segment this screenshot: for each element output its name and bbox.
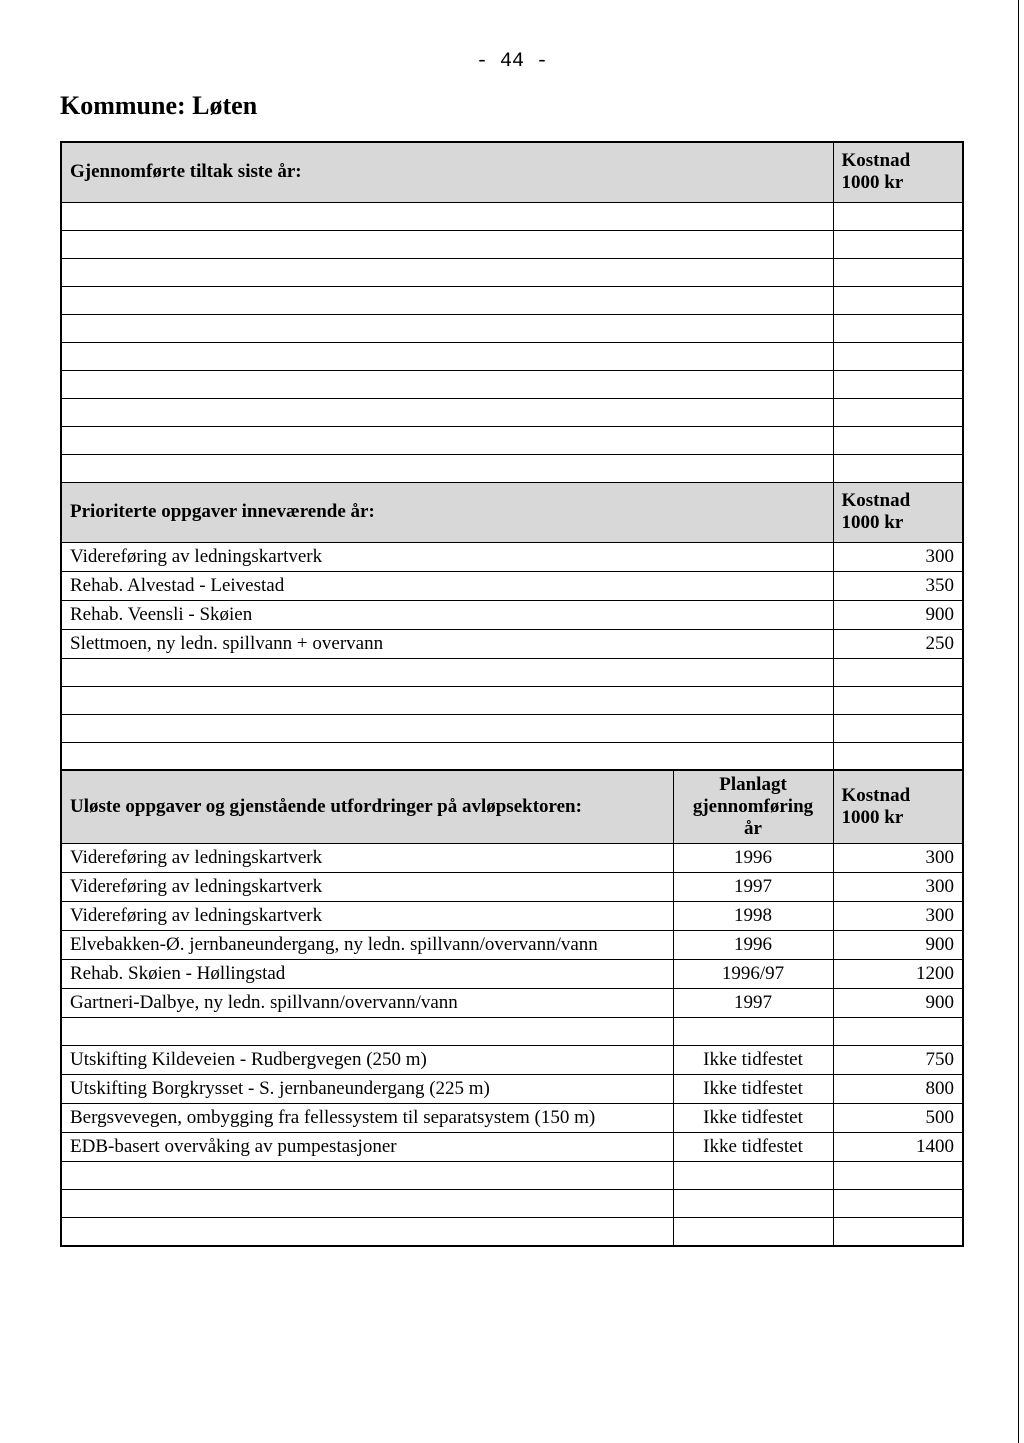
table3-row-label [61,1018,673,1046]
table3-row-label: Videreføring av ledningskartverk [61,844,673,873]
table2-row-label: Rehab. Alvestad - Leivestad [61,571,833,600]
page-right-edge [1018,0,1019,1443]
table-row-empty-cost [833,454,963,482]
table3-row-year: 1997 [673,873,833,902]
table-row-empty [61,658,833,686]
table3-row-cost [833,1018,963,1046]
table-row-empty-cost [833,714,963,742]
page-title: Kommune: Løten [60,91,964,121]
table3-header-year: Planlagt gjennomføring år [673,770,833,844]
table2-row-cost: 900 [833,600,963,629]
table3-row-year: Ikke tidfestet [673,1104,833,1133]
table-row-empty-cost [833,426,963,454]
table-row-empty-cost [833,286,963,314]
table3-row-label: EDB-basert overvåking av pumpestasjoner [61,1133,673,1162]
table-row-empty-cost [833,686,963,714]
table-row-empty-cost [833,1218,963,1246]
page-number: - 44 - [60,50,964,73]
table-row-empty-cost [833,398,963,426]
table3-row-cost: 900 [833,989,963,1018]
table3-row-label: Utskifting Borgkrysset - S. jernbaneunde… [61,1075,673,1104]
table1-header-cost: Kostnad 1000 kr [833,142,963,202]
table-row-empty-cost [833,314,963,342]
table-row-empty [61,454,833,482]
table-row-empty-cost [833,742,963,770]
table2-header-label: Prioriterte oppgaver inneværende år: [61,482,833,542]
table-row-empty [61,370,833,398]
table-row-empty [61,1162,673,1190]
table-row-empty-cost [833,258,963,286]
table-row-empty-year [673,1190,833,1218]
table2-row-label: Rehab. Veensli - Skøien [61,600,833,629]
table-gjennomforte: Gjennomførte tiltak siste år: Kostnad 10… [60,141,964,771]
table3-row-year: Ikke tidfestet [673,1075,833,1104]
table-row-empty [61,398,833,426]
table-row-empty [61,202,833,230]
table-row-empty [61,230,833,258]
table3-header-cost: Kostnad 1000 kr [833,770,963,844]
table3-row-label: Videreføring av ledningskartverk [61,873,673,902]
table3-row-cost: 300 [833,873,963,902]
table-row-empty [61,314,833,342]
table2-row-cost: 250 [833,629,963,658]
table-row-empty [61,1218,673,1246]
table3-row-label: Utskifting Kildeveien - Rudbergvegen (25… [61,1046,673,1075]
table-row-empty [61,714,833,742]
table-row-empty [61,1190,673,1218]
table-row-empty-cost [833,1190,963,1218]
table-row-empty [61,286,833,314]
table3-row-year: 1996/97 [673,960,833,989]
table-row-empty-cost [833,370,963,398]
table3-row-cost: 1200 [833,960,963,989]
table3-row-cost: 500 [833,1104,963,1133]
table3-header-label: Uløste oppgaver og gjenstående utfordrin… [61,770,673,844]
table3-row-cost: 300 [833,902,963,931]
table-row-empty-cost [833,202,963,230]
table3-row-cost: 1400 [833,1133,963,1162]
table-row-empty [61,258,833,286]
table3-row-cost: 900 [833,931,963,960]
table-row-empty-cost [833,1162,963,1190]
table3-row-label: Bergsvevegen, ombygging fra fellessystem… [61,1104,673,1133]
table3-row-label: Videreføring av ledningskartverk [61,902,673,931]
table2-row-label: Videreføring av ledningskartverk [61,542,833,571]
table3-row-cost: 800 [833,1075,963,1104]
table-row-empty-year [673,1162,833,1190]
table-row-empty-cost [833,230,963,258]
table3-row-cost: 300 [833,844,963,873]
table3-row-year: Ikke tidfestet [673,1133,833,1162]
table3-row-year: 1996 [673,931,833,960]
table-row-empty-cost [833,658,963,686]
table3-row-year: 1998 [673,902,833,931]
table-row-empty [61,342,833,370]
table3-row-label: Elvebakken-Ø. jernbaneundergang, ny ledn… [61,931,673,960]
table-uloste: Uløste oppgaver og gjenstående utfordrin… [60,769,964,1247]
table2-row-label: Slettmoen, ny ledn. spillvann + overvann [61,629,833,658]
table3-row-cost: 750 [833,1046,963,1075]
table-row-empty-cost [833,342,963,370]
table-row-empty [61,426,833,454]
table3-row-label: Gartneri-Dalbye, ny ledn. spillvann/over… [61,989,673,1018]
table3-row-year: 1997 [673,989,833,1018]
table2-row-cost: 350 [833,571,963,600]
table-row-empty [61,686,833,714]
table-row-empty [61,742,833,770]
table2-header-cost: Kostnad 1000 kr [833,482,963,542]
table3-row-year: 1996 [673,844,833,873]
table1-header-label: Gjennomførte tiltak siste år: [61,142,833,202]
table3-row-year: Ikke tidfestet [673,1046,833,1075]
table3-row-year [673,1018,833,1046]
table-row-empty-year [673,1218,833,1246]
table3-row-label: Rehab. Skøien - Høllingstad [61,960,673,989]
table2-row-cost: 300 [833,542,963,571]
